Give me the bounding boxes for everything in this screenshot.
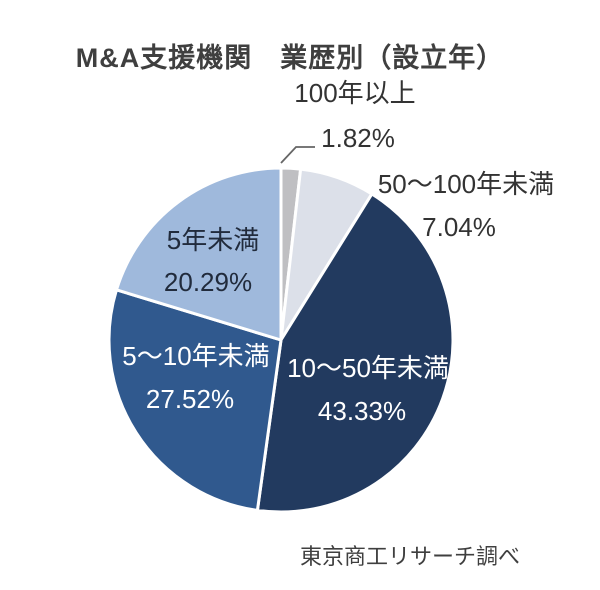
label-100plus-name: 100年以上: [294, 78, 416, 108]
pie-slice-4: [114, 166, 283, 342]
label-under5-pct: 20.29%: [163, 267, 253, 297]
pie-slice-2: [255, 192, 455, 514]
label-50to100-name: 50～100年未満: [377, 169, 555, 199]
pie-slices: [107, 166, 455, 514]
label-50to100-pct: 7.04%: [422, 212, 496, 242]
label-5to10-pct: 27.52%: [145, 384, 235, 414]
label-10to50-name: 10～50年未満: [287, 353, 449, 383]
leader-line-100plus-icon: [280, 146, 315, 164]
pie-slice-3: [107, 288, 283, 512]
source-note: 東京商工リサーチ調べ: [299, 544, 521, 569]
label-100plus-pct: 1.82%: [321, 123, 395, 153]
chart-title: M&A支援機関 業歴別（設立年）: [75, 43, 505, 73]
label-10to50-pct: 43.33%: [317, 396, 407, 426]
label-5to10-name: 5～10年未満: [122, 341, 270, 371]
label-under5-name: 5年未満: [166, 225, 260, 255]
